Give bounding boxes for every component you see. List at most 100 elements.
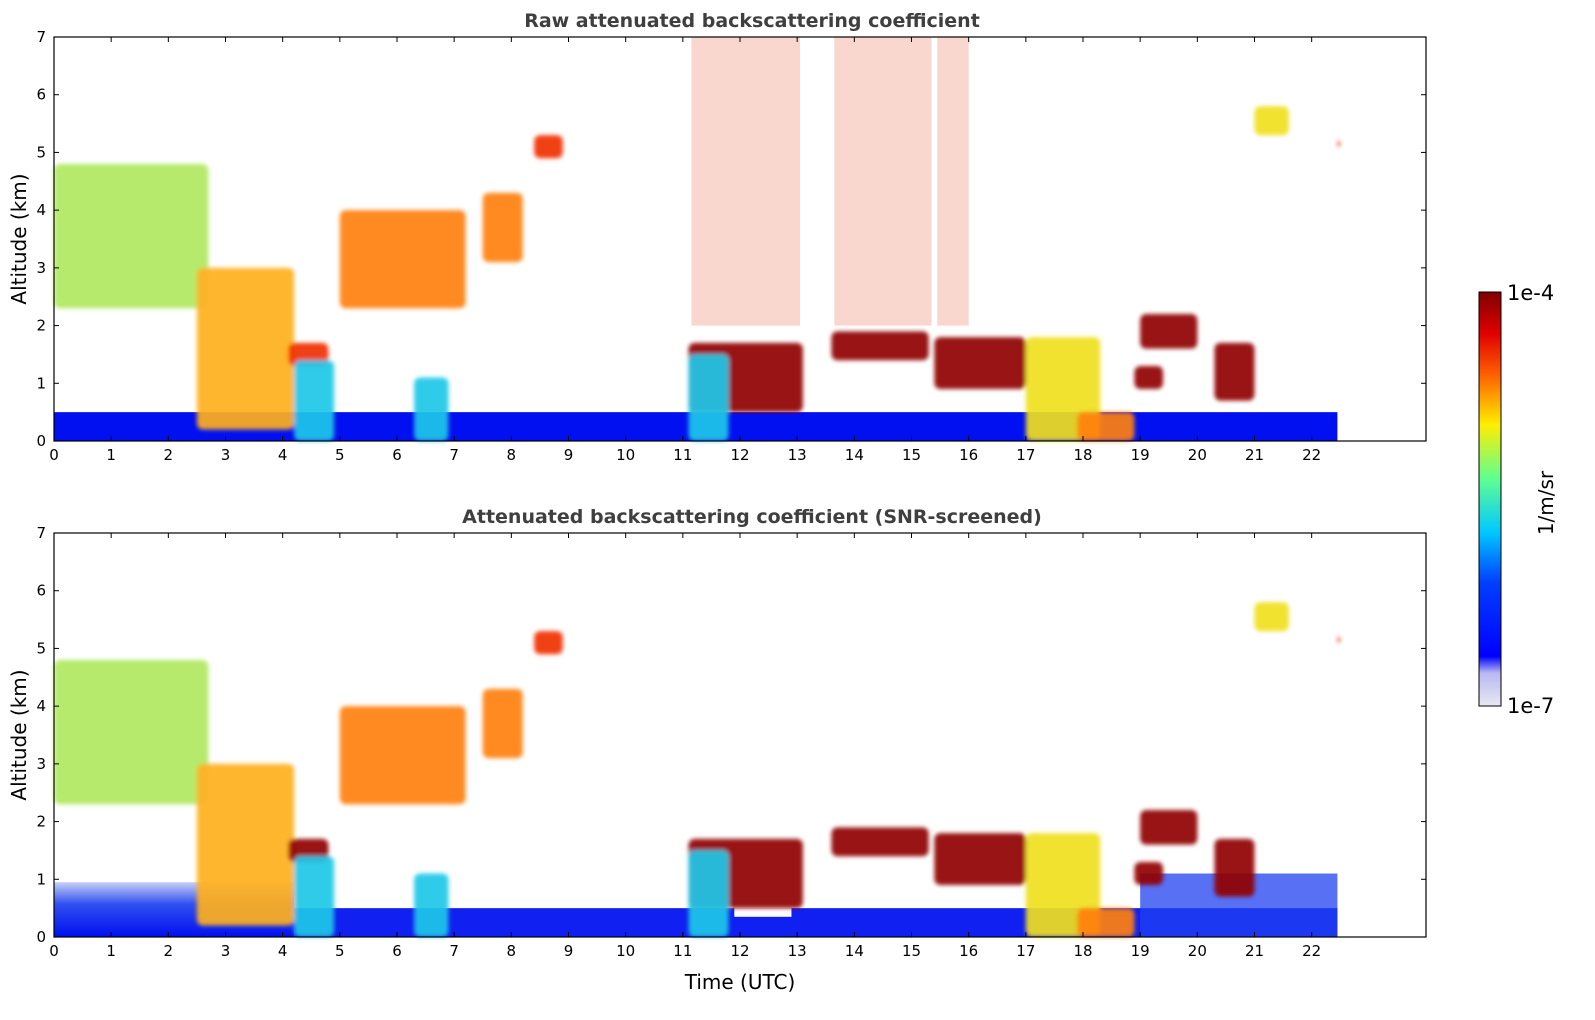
y-tick-label: 4 bbox=[36, 201, 46, 219]
x-tick-label: 18 bbox=[1073, 446, 1092, 464]
x-tick-label: 5 bbox=[335, 942, 345, 960]
x-tick-label: 22 bbox=[1302, 942, 1321, 960]
x-tick-label: 2 bbox=[164, 446, 174, 464]
signal-feature bbox=[54, 659, 209, 805]
signal-feature bbox=[688, 354, 729, 441]
x-tick-label: 12 bbox=[730, 942, 749, 960]
colorbar-max-label: 1e-4 bbox=[1507, 281, 1554, 305]
x-tick-label: 0 bbox=[49, 942, 59, 960]
x-tick-label: 11 bbox=[673, 446, 692, 464]
x-tick-label: 17 bbox=[1016, 942, 1035, 960]
x-tick-label: 0 bbox=[49, 446, 59, 464]
y-tick-label: 1 bbox=[36, 374, 46, 392]
y-tick-label: 4 bbox=[36, 697, 46, 715]
signal-feature bbox=[196, 763, 295, 926]
y-tick-label: 2 bbox=[36, 813, 46, 831]
signal-feature bbox=[1337, 140, 1341, 147]
signal-feature bbox=[54, 163, 209, 309]
signal-features bbox=[54, 602, 1341, 937]
x-tick-label: 4 bbox=[278, 446, 288, 464]
x-axis-label: Time (UTC) bbox=[684, 970, 796, 994]
y-tick-label: 6 bbox=[36, 86, 46, 104]
x-tick-label: 22 bbox=[1302, 446, 1321, 464]
x-tick-label: 21 bbox=[1245, 942, 1264, 960]
x-tick-label: 3 bbox=[221, 942, 231, 960]
signal-feature bbox=[1337, 636, 1341, 643]
x-tick-label: 13 bbox=[788, 942, 807, 960]
x-tick-label: 20 bbox=[1188, 942, 1207, 960]
signal-feature bbox=[1214, 838, 1255, 897]
x-tick-label: 17 bbox=[1016, 446, 1035, 464]
signal-feature bbox=[294, 856, 335, 937]
signal-feature bbox=[482, 688, 523, 759]
y-tick-label: 0 bbox=[36, 928, 46, 946]
y-tick-label: 7 bbox=[36, 524, 46, 542]
x-tick-label: 12 bbox=[730, 446, 749, 464]
signal-feature bbox=[1134, 365, 1164, 390]
x-tick-label: 19 bbox=[1131, 446, 1150, 464]
y-tick-label: 1 bbox=[36, 870, 46, 888]
signal-feature bbox=[294, 360, 335, 441]
signal-feature bbox=[414, 873, 449, 937]
signal-feature bbox=[1214, 342, 1255, 401]
signal-feature bbox=[1254, 106, 1289, 136]
signal-feature bbox=[1140, 314, 1198, 349]
signal-feature bbox=[414, 377, 449, 441]
x-tick-label: 21 bbox=[1245, 446, 1264, 464]
x-tick-label: 10 bbox=[616, 446, 635, 464]
signal-feature bbox=[1134, 861, 1164, 886]
colorbar: 1e-4 1e-7 1/m/sr bbox=[1478, 281, 1558, 718]
signal-feature bbox=[831, 827, 929, 857]
x-tick-label: 9 bbox=[564, 446, 574, 464]
x-tick-label: 6 bbox=[392, 446, 402, 464]
signal-feature bbox=[339, 210, 466, 309]
x-tick-label: 16 bbox=[959, 446, 978, 464]
y-tick-label: 7 bbox=[36, 28, 46, 46]
chart-title: Raw attenuated backscattering coefficien… bbox=[524, 10, 980, 32]
y-tick-label: 3 bbox=[36, 755, 46, 773]
chart-title: Attenuated backscattering coefficient (S… bbox=[462, 506, 1042, 528]
x-tick-label: 16 bbox=[959, 942, 978, 960]
colorbar-min-label: 1e-7 bbox=[1507, 694, 1554, 718]
y-tick-label: 6 bbox=[36, 582, 46, 600]
x-tick-label: 20 bbox=[1188, 446, 1207, 464]
x-tick-label: 6 bbox=[392, 942, 402, 960]
x-tick-label: 8 bbox=[507, 446, 517, 464]
screened-backscatter-panel: 0 1 2 3 4 5 6 7 8 9 10 11 12 13 14 15 16 17 18 19 20 21 220123… bbox=[7, 506, 1427, 994]
x-tick-label: 1 bbox=[106, 446, 116, 464]
x-tick-label: 19 bbox=[1131, 942, 1150, 960]
x-tick-label: 8 bbox=[507, 942, 517, 960]
signal-feature bbox=[1077, 908, 1135, 937]
x-tick-label: 13 bbox=[788, 446, 807, 464]
x-tick-label: 3 bbox=[221, 446, 231, 464]
signal-feature bbox=[482, 192, 523, 263]
y-tick-label: 5 bbox=[36, 639, 46, 657]
signal-feature bbox=[688, 850, 729, 937]
x-tick-label: 11 bbox=[673, 942, 692, 960]
signal-feature bbox=[339, 706, 466, 805]
raw-backscatter-panel: 0 1 2 3 4 5 6 7 8 9 10 11 12 13 14 15 16 17 18 19 20 21 220123… bbox=[7, 10, 1427, 464]
y-axis-label: Altitude (km) bbox=[7, 173, 31, 304]
signal-feature bbox=[1254, 602, 1289, 632]
signal-feature bbox=[1140, 810, 1198, 845]
colorbar-gradient bbox=[1478, 291, 1502, 707]
x-tick-label: 4 bbox=[278, 942, 288, 960]
x-tick-label: 15 bbox=[902, 446, 921, 464]
x-tick-label: 7 bbox=[449, 446, 459, 464]
x-tick-label: 2 bbox=[164, 942, 174, 960]
signal-feature bbox=[534, 135, 563, 159]
signal-feature bbox=[1077, 412, 1135, 441]
signal-features bbox=[54, 106, 1341, 441]
x-tick-label: 10 bbox=[616, 942, 635, 960]
x-tick-label: 14 bbox=[845, 942, 864, 960]
y-tick-label: 5 bbox=[36, 143, 46, 161]
y-axis-label: Altitude (km) bbox=[7, 669, 31, 800]
signal-feature bbox=[534, 631, 563, 655]
signal-feature bbox=[196, 267, 295, 430]
signal-feature bbox=[831, 331, 929, 361]
colorbar-unit-label: 1/m/sr bbox=[1534, 470, 1558, 535]
signal-feature bbox=[934, 833, 1026, 886]
x-tick-label: 14 bbox=[845, 446, 864, 464]
x-tick-label: 5 bbox=[335, 446, 345, 464]
